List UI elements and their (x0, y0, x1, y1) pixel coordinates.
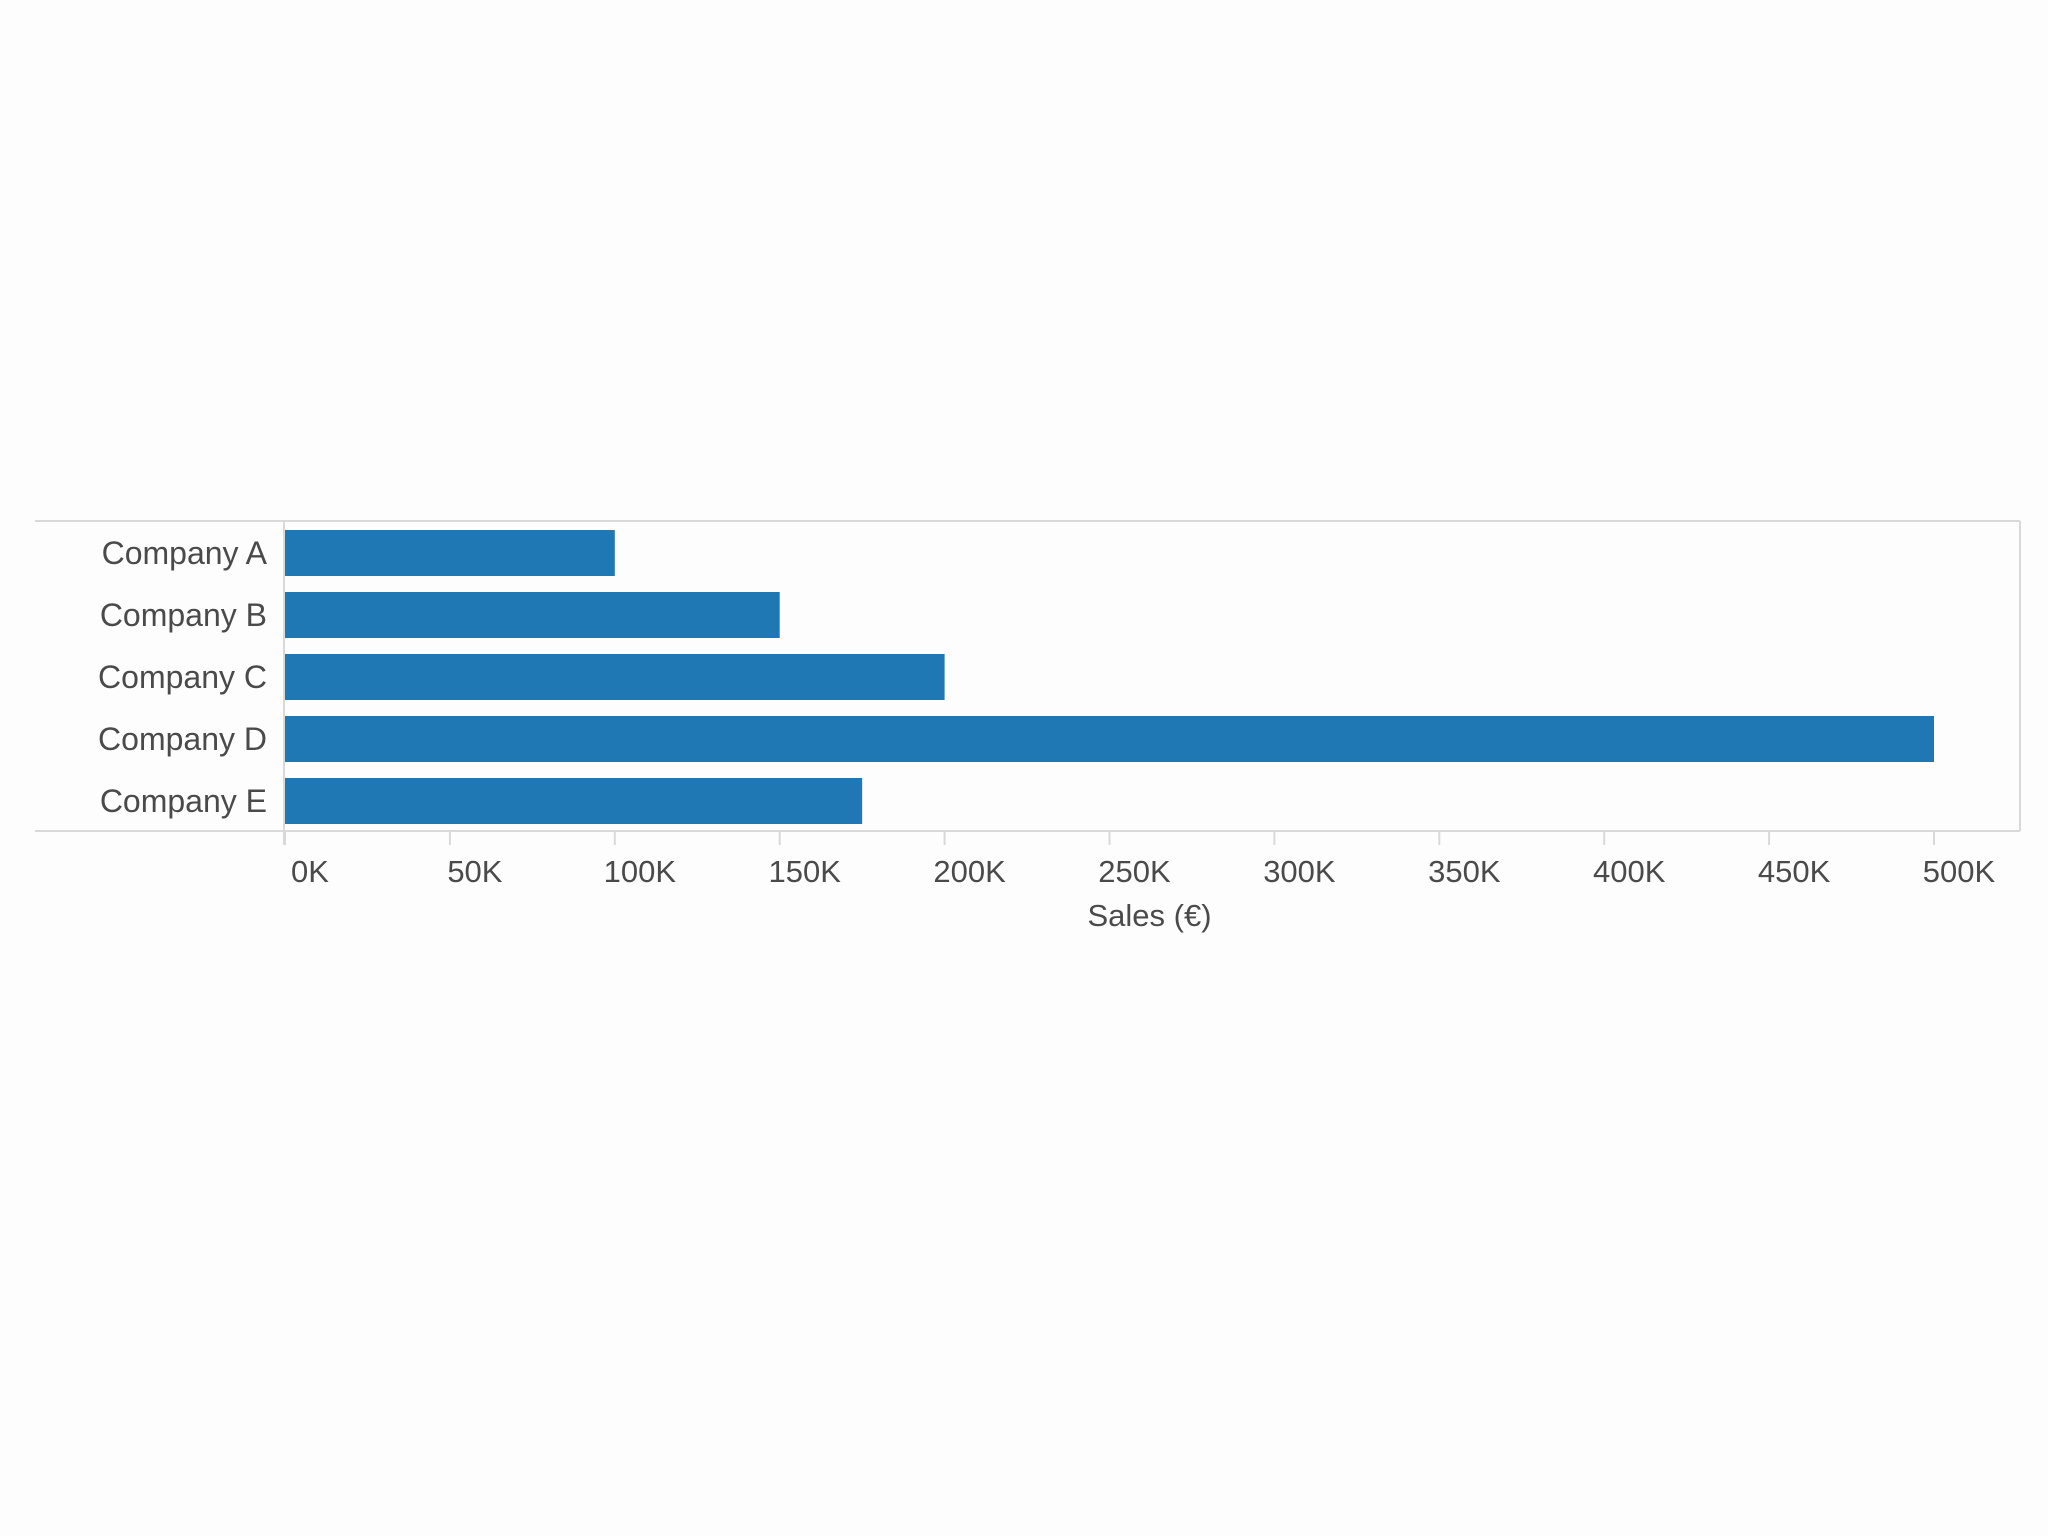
x-tick-label: 150K (768, 854, 841, 889)
bar-company-a (285, 530, 615, 576)
bar-company-e (285, 778, 863, 824)
category-label: Company E (100, 783, 267, 819)
category-label: Company D (98, 721, 267, 757)
bar-company-d (285, 716, 1934, 762)
bars-group (285, 530, 1934, 824)
bar-company-c (285, 654, 945, 700)
chart-frame (35, 520, 2021, 845)
x-tick-label: 0K (291, 854, 329, 889)
category-label: Company C (98, 659, 267, 695)
x-tick-label: 300K (1263, 854, 1336, 889)
x-tick-label: 50K (447, 854, 502, 889)
x-tick-label: 350K (1428, 854, 1501, 889)
category-label: Company A (102, 535, 268, 571)
x-axis-ticks: 0K 50K 100K 150K 200K 250K 300K 350K 400K 450K 500… (284, 831, 1996, 889)
bar-company-b (285, 592, 780, 638)
x-tick-label: 400K (1593, 854, 1666, 889)
x-tick-label: 200K (933, 854, 1006, 889)
x-axis-title: Sales (€) (1087, 898, 1211, 933)
category-labels: Company A Company B Company C Company D Comp… (98, 535, 268, 819)
category-label: Company B (100, 597, 267, 633)
x-tick-label: 100K (604, 854, 677, 889)
x-tick-label: 250K (1098, 854, 1171, 889)
x-tick-label: 450K (1758, 854, 1831, 889)
x-tick-label: 500K (1923, 854, 1996, 889)
